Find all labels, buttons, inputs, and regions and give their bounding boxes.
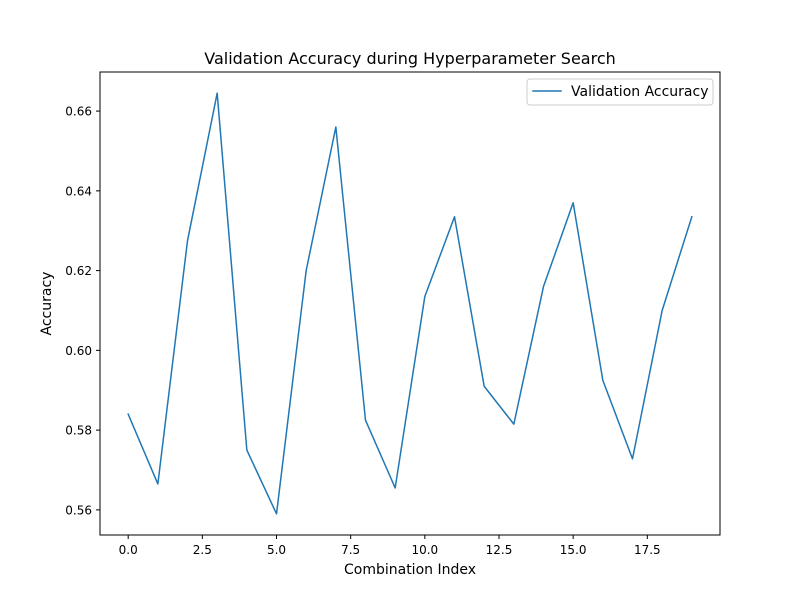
y-tick-label: 0.64 xyxy=(65,184,92,198)
y-tick-label: 0.66 xyxy=(65,105,92,119)
y-axis-label: Accuracy xyxy=(39,272,55,336)
legend-box xyxy=(526,78,714,106)
y-tick-label: 0.62 xyxy=(65,264,92,278)
y-tick-label: 0.56 xyxy=(65,503,92,517)
x-tick-label: 2.5 xyxy=(193,543,212,557)
x-tick-label: 10.0 xyxy=(411,543,438,557)
x-tick-label: 0.0 xyxy=(119,543,138,557)
x-tick-label: 7.5 xyxy=(341,543,360,557)
x-tick-label: 17.5 xyxy=(634,543,661,557)
y-tick-label: 0.58 xyxy=(65,424,92,438)
x-tick-label: 5.0 xyxy=(267,543,286,557)
validation-accuracy-line xyxy=(127,92,693,515)
chart-title: Validation Accuracy during Hyperparamete… xyxy=(204,49,616,68)
legend: Validation Accuracy xyxy=(526,78,714,106)
plot-frame xyxy=(99,71,721,536)
series-layer xyxy=(127,92,693,515)
x-tick-label: 12.5 xyxy=(486,543,513,557)
x-tick-label: 15.0 xyxy=(560,543,587,557)
y-tick-label: 0.60 xyxy=(65,344,92,358)
y-axis-ticks: 0.56 0.58 0.60 0.62 0.64 0.66 xyxy=(65,105,100,517)
x-axis-label: Combination Index xyxy=(344,562,476,578)
x-axis-ticks: 0.0 2.5 5.0 7.5 10.0 12.5 15.0 17.5 xyxy=(119,535,661,557)
legend-label: Validation Accuracy xyxy=(571,84,709,100)
plot-area xyxy=(100,72,720,535)
